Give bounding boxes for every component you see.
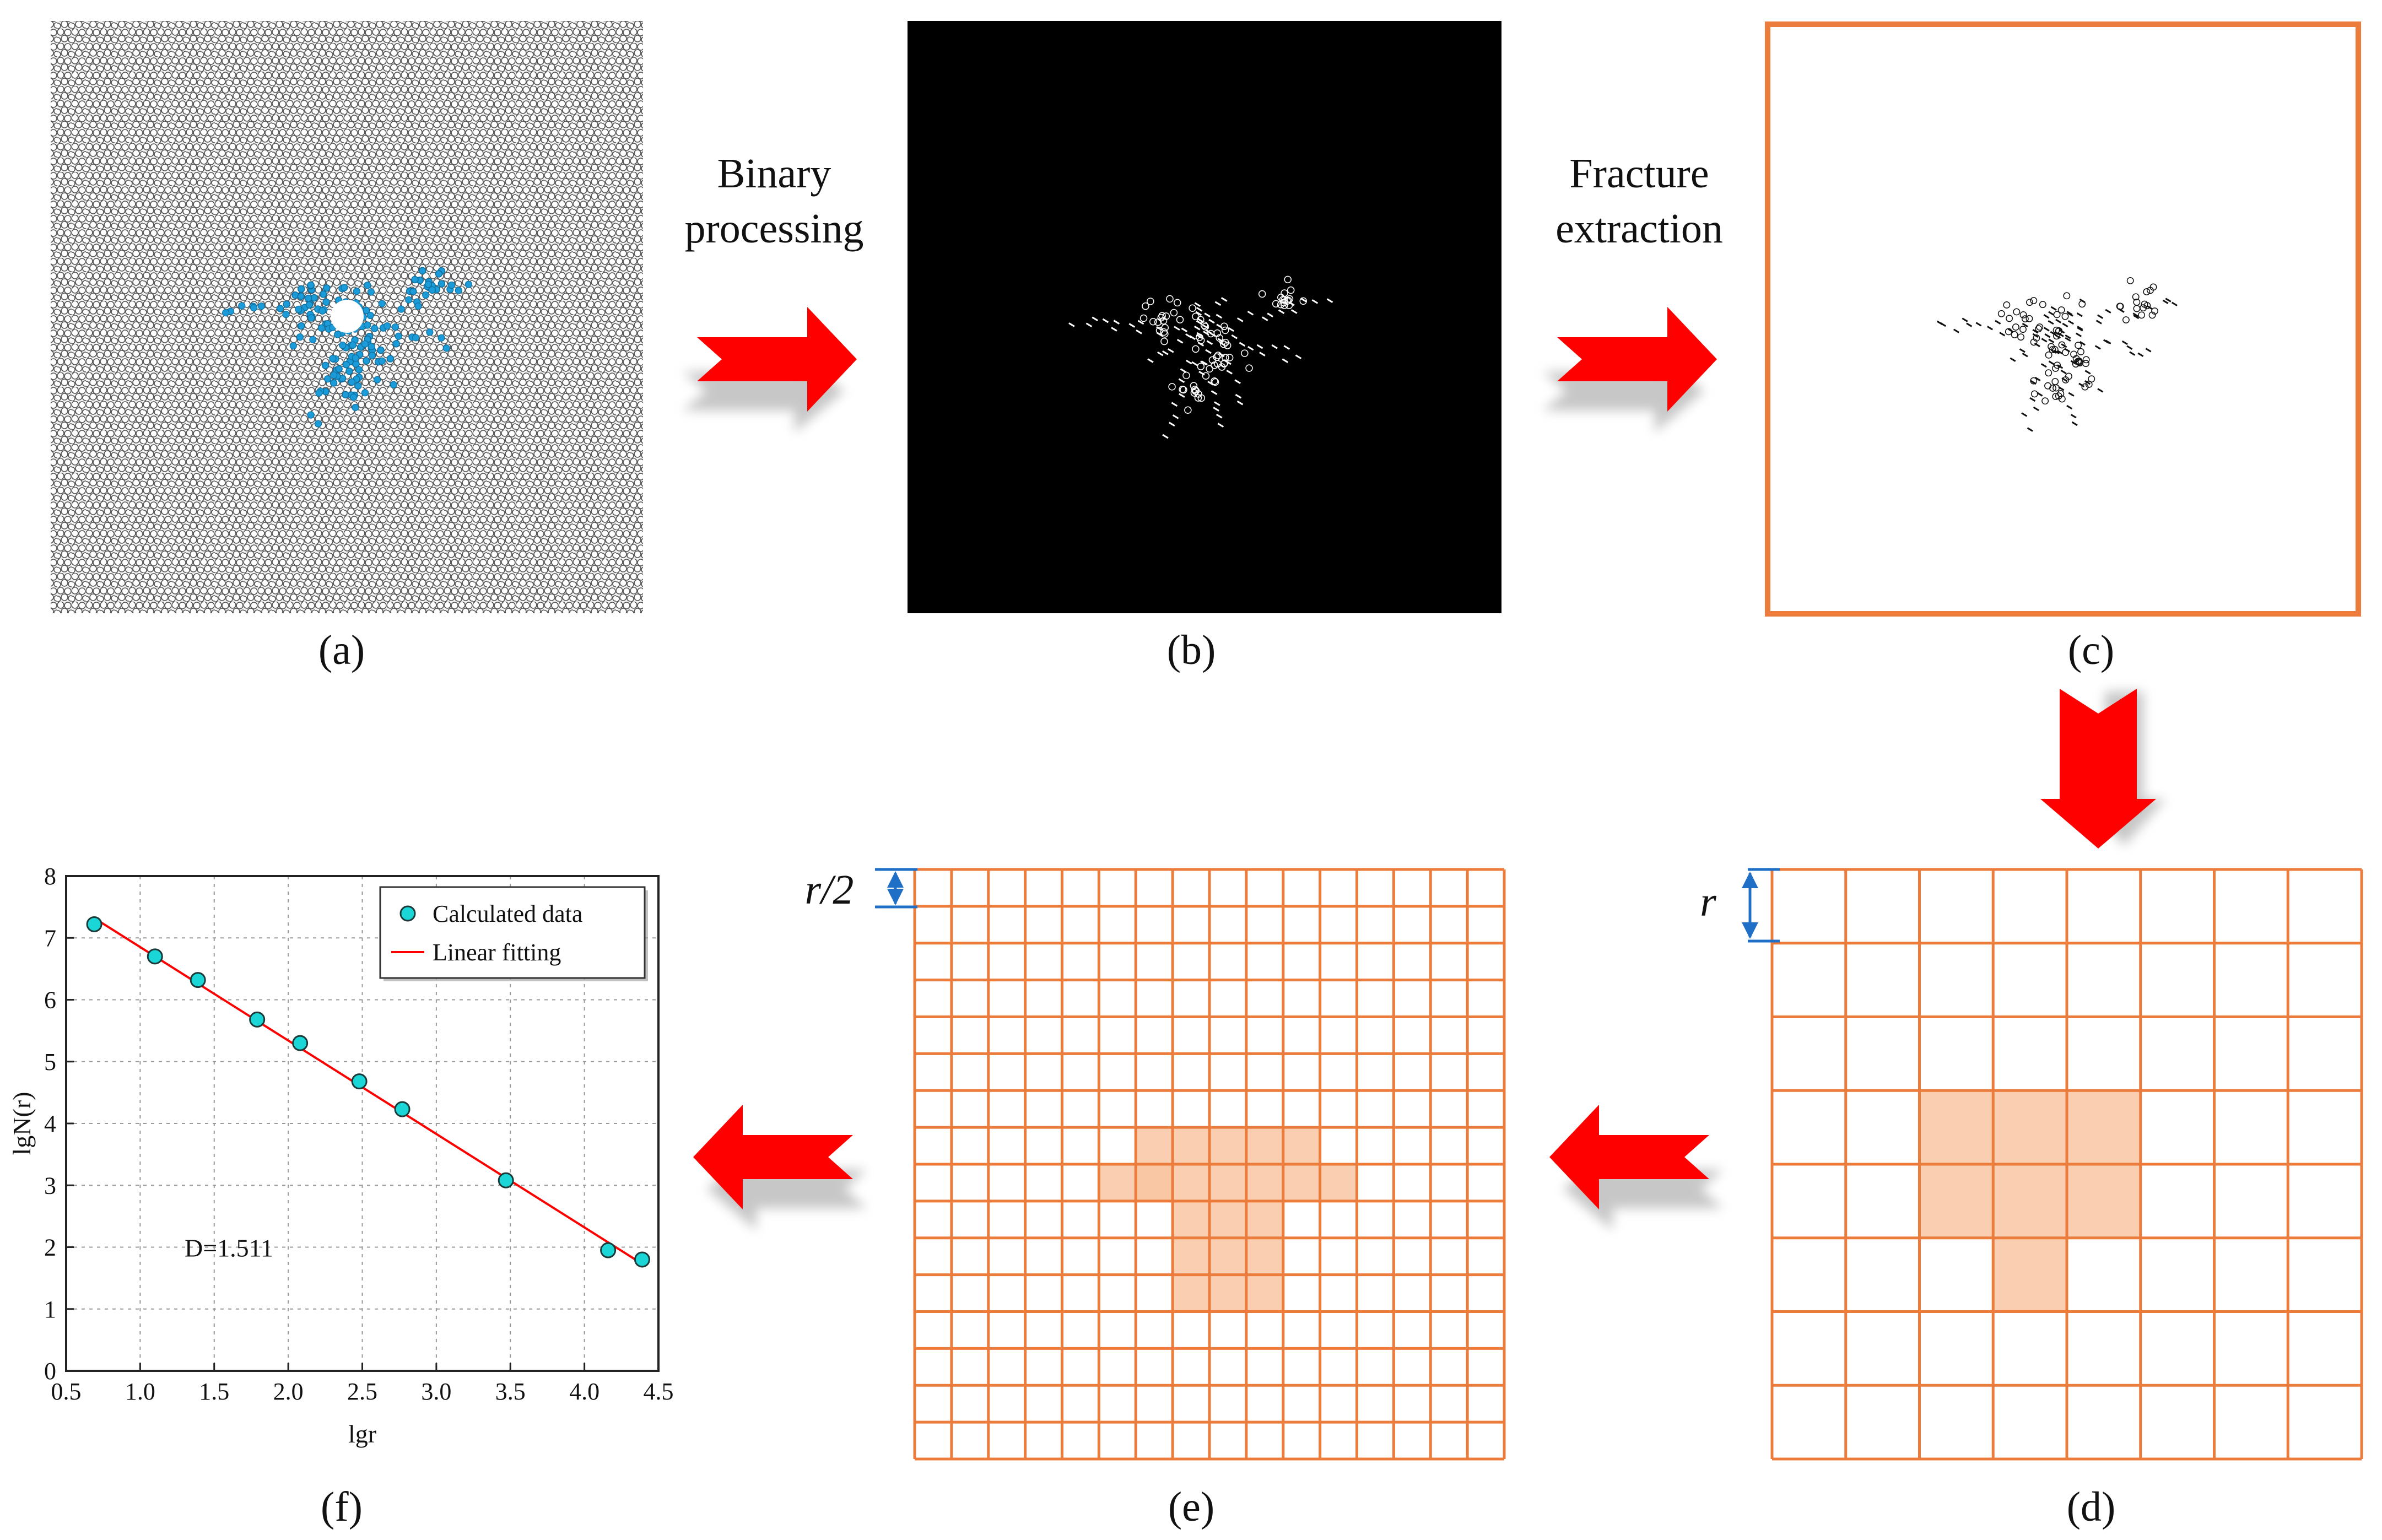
- x-axis-label: lgr: [348, 1420, 376, 1448]
- data-point: [394, 1101, 410, 1117]
- step-binary-processing: Binary processing: [683, 150, 864, 433]
- step-binary-line1: Binary: [717, 150, 831, 197]
- panel-f-label: (f): [321, 1484, 363, 1530]
- data-point: [600, 1242, 617, 1258]
- x-tick-label: 2.5: [347, 1378, 377, 1405]
- data-point: [249, 1011, 266, 1028]
- x-tick-label: 0.5: [51, 1378, 82, 1405]
- y-tick-label: 2: [44, 1234, 56, 1261]
- x-tick-label: 3.5: [495, 1378, 526, 1405]
- panel-c-label: (c): [2068, 627, 2114, 673]
- data-point: [498, 1172, 514, 1188]
- panel-b-label: (b): [1167, 627, 1216, 673]
- black-fracture-network: [1936, 277, 2178, 432]
- box-size-label-r-half: r/2: [805, 867, 854, 913]
- x-tick-label: 1.5: [199, 1378, 229, 1405]
- y-tick-label: 0: [44, 1358, 56, 1385]
- y-tick-label: 4: [44, 1110, 56, 1137]
- box-size-label-r: r: [1700, 879, 1716, 925]
- panel-f: 0.5 1.0 1.5 2.0 2.5 3.0 3.5 4.0 4.5 0 1 2 3 4 5 6 7 8 lgN…: [8, 863, 674, 1530]
- data-point: [351, 1073, 368, 1090]
- fractal-chart: 0.5 1.0 1.5 2.0 2.5 3.0 3.5 4.0 4.5 0 1 2 3 4 5 6 7 8 lgN…: [8, 863, 674, 1448]
- chart-series: [86, 916, 650, 1268]
- x-tick-label: 1.0: [125, 1378, 155, 1405]
- panel-e-label: (e): [1168, 1484, 1214, 1530]
- y-tick-label: 3: [44, 1172, 56, 1199]
- step-extract-line2: extraction: [1555, 206, 1723, 252]
- panel-d-label: (d): [2067, 1484, 2116, 1530]
- binary-image: [908, 21, 1501, 613]
- panel-a: (a): [51, 21, 643, 673]
- x-tick-label: 4.0: [569, 1378, 599, 1405]
- data-point: [190, 972, 206, 988]
- step-binary-line2: processing: [684, 206, 863, 252]
- data-point: [147, 948, 163, 965]
- panel-d: r (d): [1700, 868, 2363, 1530]
- panel-c: (c): [1765, 21, 2361, 673]
- y-tick-label: 5: [44, 1049, 56, 1076]
- borehole: [331, 300, 364, 333]
- chart-legend: Calculated data Linear fitting: [379, 886, 648, 981]
- linear-fit-line: [93, 917, 643, 1265]
- arrow-down-icon: [2040, 689, 2165, 849]
- y-tick-label: 7: [44, 925, 56, 952]
- panel-a-label: (a): [318, 627, 365, 673]
- white-fracture-network: [1068, 275, 1333, 439]
- arrow-right-icon: [683, 307, 857, 433]
- step-extract-line1: Fracture: [1569, 150, 1709, 197]
- y-tick-label: 1: [44, 1296, 56, 1323]
- arrow-left-icon: [693, 1105, 867, 1230]
- panel-e: r/2 (e): [805, 867, 1506, 1530]
- legend-box: [379, 886, 646, 979]
- panel-b: (b): [908, 21, 1501, 673]
- x-tick-label: 2.0: [273, 1378, 304, 1405]
- y-tick-label: 6: [44, 987, 56, 1014]
- arrow-left-icon: [1549, 1105, 1723, 1230]
- axis-ticks: 0.5 1.0 1.5 2.0 2.5 3.0 3.5 4.0 4.5 0 1 2 3 4 5 6 7 8: [44, 863, 674, 1405]
- data-point: [634, 1251, 650, 1268]
- arrow-right-icon: [1543, 307, 1717, 433]
- x-tick-label: 3.0: [421, 1378, 451, 1405]
- fractal-dimension-annotation: D=1.511: [185, 1234, 273, 1262]
- data-point: [292, 1035, 309, 1051]
- x-tick-label: 4.5: [644, 1378, 674, 1405]
- y-tick-label: 8: [44, 863, 56, 890]
- legend-label-calculated: Calculated data: [433, 900, 582, 927]
- box-grid-r: [1770, 868, 2363, 1461]
- box-grid-r-half: [913, 868, 1506, 1461]
- legend-label-fit: Linear fitting: [433, 939, 561, 966]
- legend-marker-scatter: [399, 905, 416, 922]
- data-point: [86, 916, 102, 933]
- y-axis-label: lgN(r): [8, 1092, 36, 1155]
- step-fracture-extraction: Fracture extraction: [1543, 150, 1723, 433]
